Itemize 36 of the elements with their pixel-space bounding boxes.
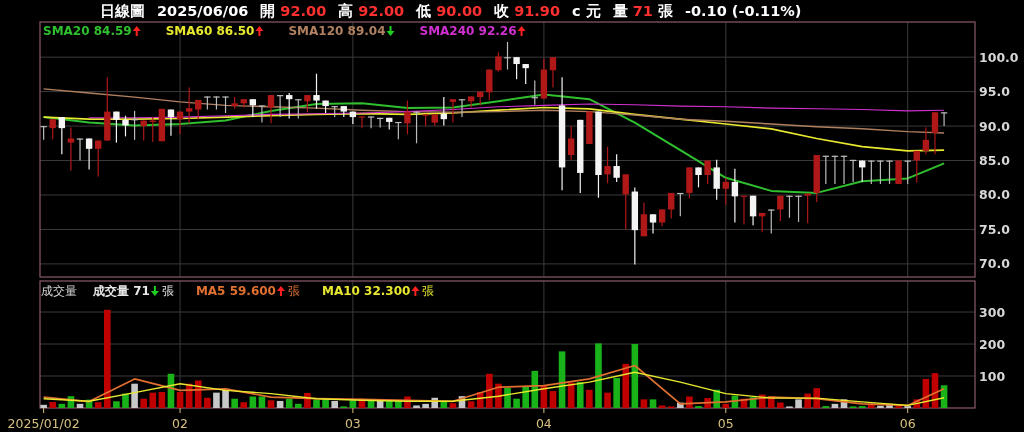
- y-tick-label: 90.0: [979, 118, 1011, 134]
- text: SMA120 89.04: [288, 24, 386, 38]
- y-tick-label: 85.0: [979, 153, 1011, 169]
- text: 開 92.00: [260, 3, 327, 19]
- text: 高 92.00: [338, 2, 405, 19]
- y-tick-label: 95.0: [979, 84, 1011, 100]
- text: MA10 32.300: [321, 284, 411, 298]
- text: MA5 59.600: [195, 284, 276, 298]
- text: -0.10 (-0.11%): [684, 3, 802, 19]
- y-tick-label: 75.0: [979, 221, 1011, 237]
- x-tick-label: 2025/01/02: [7, 416, 80, 431]
- y-tick-label: 100.0: [979, 49, 1019, 65]
- y-tick-label: 80.0: [979, 187, 1011, 203]
- y-axis-title: 成交量: [41, 284, 77, 298]
- text: 低 90.00: [415, 3, 483, 19]
- text: 日線圖: [100, 3, 145, 19]
- series-label: 成交量 71: [92, 284, 150, 298]
- x-tick-label: 05: [717, 416, 734, 431]
- text: 量 71 張: [611, 3, 674, 19]
- x-tick-label: 04: [535, 416, 552, 431]
- y-tick-label: 300: [979, 304, 1006, 320]
- text: 張: [287, 284, 300, 298]
- text: 收 91.90: [494, 3, 560, 19]
- y-tick-label: 100: [979, 368, 1006, 384]
- text: SMA20 84.59: [43, 24, 132, 38]
- x-tick-label: 06: [899, 416, 916, 431]
- x-tick-label: 02: [172, 416, 189, 431]
- annotation: 張: [161, 284, 174, 298]
- text: SMA60 86.50: [165, 24, 255, 38]
- text: SMA240 92.26: [419, 24, 517, 38]
- text: 2025/06/06: [157, 3, 249, 19]
- x-tick-label: 03: [344, 416, 361, 431]
- text: 張: [422, 284, 435, 298]
- text: c 元: [572, 3, 601, 19]
- y-tick-label: 200: [979, 336, 1006, 352]
- y-tick-label: 70.0: [979, 256, 1011, 272]
